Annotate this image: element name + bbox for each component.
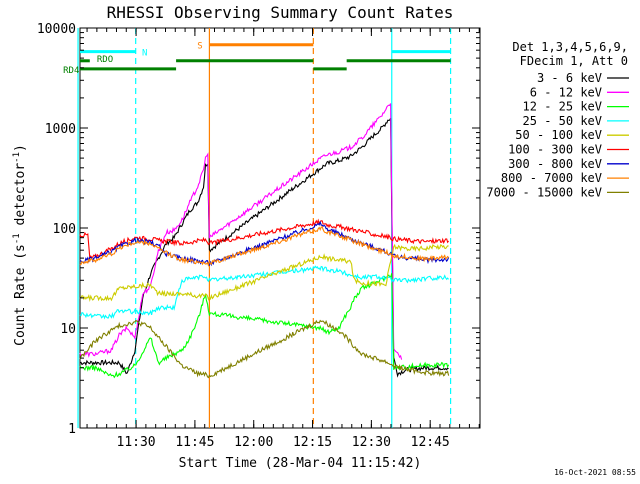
x-tick-label-0: 11:30 <box>117 435 156 450</box>
footer-timestamp: 16-Oct-2021 08:55 <box>554 468 636 477</box>
y-axis-label-main: Count Rate (s <box>13 244 28 346</box>
y-axis: 1 10 100 1000 10000 <box>37 22 480 437</box>
flag-label-0: N <box>142 49 147 59</box>
legend-label-2: 12 - 25 keV <box>523 100 602 114</box>
y-axis-label: Count Rate (s-1 detector-1) <box>12 144 28 346</box>
flag-label-3: S <box>197 42 202 52</box>
legend-label-4: 50 - 100 keV <box>515 128 602 142</box>
y-tick-label-2: 100 <box>53 222 76 237</box>
legend-header-1: FDecim 1, Att 0 <box>520 54 628 68</box>
legend-label-6: 300 - 800 keV <box>508 157 602 171</box>
legend-label-5: 100 - 300 keV <box>508 143 602 157</box>
y-tick-label-3: 1000 <box>45 122 76 137</box>
legend-label-3: 25 - 50 keV <box>523 114 602 128</box>
legend: Det 1,3,4,5,6,9,FDecim 1, Att 0 3 - 6 keV… <box>486 40 629 199</box>
x-tick-label-3: 12:15 <box>293 435 332 450</box>
series-line-4 <box>79 243 449 302</box>
y-axis-label-close: ) <box>13 144 28 152</box>
legend-label-1: 6 - 12 keV <box>530 85 602 99</box>
x-tick-label-4: 12:30 <box>352 435 391 450</box>
y-tick-label-4: 10000 <box>37 22 76 37</box>
x-tick-label-5: 12:45 <box>411 435 450 450</box>
x-axis: 11:30 11:45 12:00 12:15 12:30 12:45 <box>86 28 480 450</box>
series-line-1 <box>79 103 403 360</box>
series-line-0 <box>79 117 449 378</box>
x-axis-label: Start Time (28-Mar-04 11:15:42) <box>179 456 422 471</box>
legend-header-0: Det 1,3,4,5,6,9, <box>512 40 628 54</box>
series-line-7 <box>79 226 449 267</box>
series-line-8 <box>79 319 450 379</box>
legend-label-0: 3 - 6 keV <box>537 71 602 85</box>
x-tick-label-2: 12:00 <box>234 435 273 450</box>
x-tick-label-1: 11:45 <box>175 435 214 450</box>
chart-title: RHESSI Observing Summary Count Rates <box>107 3 454 22</box>
observing-flags: N RDO RD4 S <box>63 42 451 76</box>
flag-label-1: RDO <box>97 55 113 65</box>
flag-label-2: RD4 <box>63 66 79 76</box>
y-tick-label-0: 1 <box>68 422 76 437</box>
y-axis-label-superscript-1: -1 <box>12 233 22 244</box>
legend-label-7: 800 - 7000 keV <box>501 171 602 185</box>
y-axis-label-superscript-2: -1 <box>12 152 22 163</box>
y-axis-label-tail: detector <box>13 163 28 234</box>
y-tick-label-1: 10 <box>60 322 76 337</box>
legend-label-8: 7000 - 15000 keV <box>486 185 602 199</box>
series-lines <box>79 103 450 379</box>
